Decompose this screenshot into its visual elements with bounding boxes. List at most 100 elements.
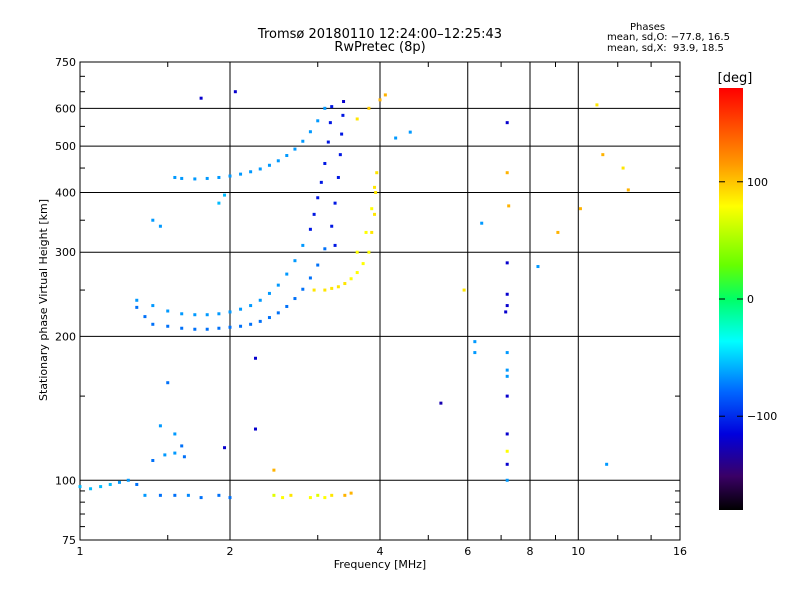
data-point [276,311,280,315]
data-point [193,177,197,181]
data-point [281,496,285,500]
x-tick-label: 10 [571,545,585,558]
data-point [258,167,262,171]
data-point [367,250,371,254]
data-point [285,154,289,158]
data-point [383,93,387,97]
data-point [316,196,320,200]
data-point [505,121,509,125]
data-point [605,462,609,466]
data-point [316,119,320,123]
data-point [375,171,379,175]
data-point [217,312,221,316]
data-point [556,230,560,234]
data-point [186,493,190,497]
data-point [355,271,359,275]
data-point [338,153,342,157]
data-point [199,96,203,100]
data-point [330,286,334,290]
data-point [228,325,232,329]
data-point [308,130,312,134]
data-point [180,312,184,316]
data-point [336,285,340,289]
data-point [151,322,155,326]
y-tick-label: 500 [55,140,76,153]
data-point [316,263,320,267]
data-point [394,136,398,140]
data-point [378,98,382,102]
data-point [342,100,346,104]
data-point [166,309,170,313]
data-point [267,316,271,320]
data-point [505,304,509,308]
data-point [312,288,316,292]
data-point [349,277,353,281]
data-point [355,250,359,254]
data-point [323,288,327,292]
data-point [223,193,227,197]
phases-heading: Phases [630,22,666,33]
data-point [223,446,227,450]
data-point [126,478,130,482]
data-point [336,175,340,179]
data-point [355,117,359,121]
data-point [330,105,334,109]
data-point [626,188,630,192]
data-point [536,265,540,269]
data-point [480,221,484,225]
data-point [272,468,276,472]
x-tick-label: 16 [673,545,687,558]
colorbar-tick-label: 100 [747,176,768,189]
colorbar-tick-label: 0 [747,293,754,306]
data-point [135,298,139,302]
data-point [505,292,509,296]
data-point [293,147,297,151]
x-tick-label: 1 [77,545,84,558]
data-point [308,227,312,231]
data-point [205,327,209,331]
data-point [166,381,170,385]
data-point [504,310,508,314]
data-point [267,291,271,295]
data-point [249,170,253,174]
data-point [228,174,232,178]
data-point [505,462,509,466]
data-point [505,351,509,355]
data-point [193,313,197,317]
x-axis-label: Frequency [MHz] [334,558,426,571]
y-tick-label: 750 [55,56,76,69]
data-point [239,324,243,328]
x-tick-label: 8 [527,545,534,558]
data-point [217,493,221,497]
data-point [364,230,368,234]
data-point [143,315,147,319]
data-point [601,153,605,157]
data-point [173,175,177,179]
data-point [367,106,371,110]
data-point [117,480,121,484]
data-point [78,485,82,489]
data-point [173,451,177,455]
data-point [143,493,147,497]
colorbar-unit-label: [deg] [718,71,753,86]
data-point [333,243,337,247]
data-point [289,493,293,497]
data-point [473,340,477,344]
data-point [595,103,599,107]
phase-stat-x: mean, sd,X: 93.9, 18.5 [607,43,724,54]
data-point [462,288,466,292]
data-point [326,140,330,144]
data-point [323,106,327,110]
chart-points [78,90,630,500]
chart-title: Tromsø 20180110 12:24:00–12:25:43 [257,27,503,42]
data-point [89,487,93,491]
data-point [249,304,253,308]
data-point [293,259,297,263]
phase-stat-o: mean, sd,O: −77.8, 16.5 [607,32,730,43]
data-point [163,453,167,457]
y-tick-label: 100 [55,474,76,487]
data-point [293,297,297,301]
data-point [239,172,243,176]
data-point [373,185,377,189]
